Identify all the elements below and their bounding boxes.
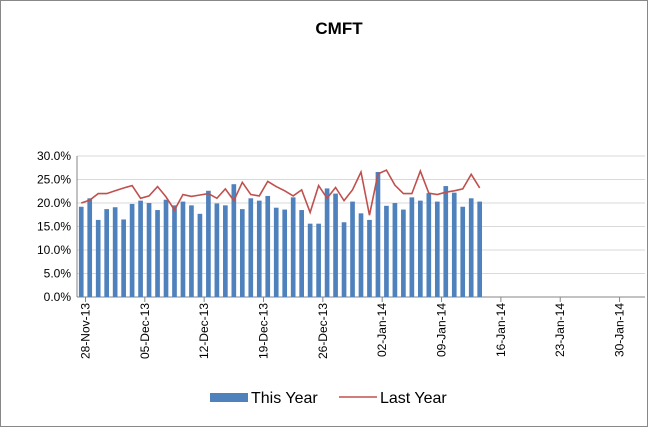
bar (138, 200, 143, 297)
y-tick-label: 30.0% (37, 149, 71, 163)
bar (112, 207, 118, 297)
bar (401, 209, 406, 297)
x-tick-label: 02-Jan-14 (375, 303, 389, 357)
bar (384, 205, 389, 297)
y-tick-label: 15.0% (37, 220, 71, 234)
x-tick-label: 16-Jan-14 (494, 303, 508, 357)
bar (256, 200, 262, 297)
bar (206, 190, 211, 297)
bar (324, 188, 330, 297)
bar (409, 197, 415, 297)
bar (282, 209, 288, 297)
bar (214, 203, 220, 297)
bar (443, 186, 449, 297)
x-tick-label: 19-Dec-13 (257, 303, 271, 359)
y-tick-label: 20.0% (37, 196, 71, 210)
bar (307, 223, 313, 297)
bar (434, 201, 440, 297)
y-tick-label: 0.0% (44, 290, 72, 304)
bar (460, 206, 466, 297)
bar (299, 210, 304, 297)
bar (180, 201, 186, 297)
bar (248, 198, 254, 297)
bar (104, 209, 110, 297)
x-tick-label: 05-Dec-13 (138, 303, 152, 359)
legend-label: Last Year (380, 390, 447, 407)
legend-swatch (210, 393, 248, 402)
x-tick-label: 28-Nov-13 (78, 303, 92, 359)
bar (426, 193, 432, 297)
bar (121, 219, 126, 297)
y-tick-label: 25.0% (37, 173, 71, 187)
legend-label: This Year (251, 390, 318, 407)
bar (189, 205, 194, 297)
bar (468, 198, 474, 297)
x-tick-label: 30-Jan-14 (613, 303, 627, 357)
bar (451, 192, 457, 297)
bar (375, 171, 381, 297)
x-tick-label: 12-Dec-13 (197, 303, 211, 359)
bar (418, 200, 423, 297)
bar (477, 201, 483, 297)
bar (316, 223, 321, 297)
bar (78, 206, 84, 297)
bar (265, 195, 271, 297)
bar (172, 205, 177, 297)
bar (129, 203, 135, 297)
bar (333, 193, 338, 297)
y-tick-label: 10.0% (37, 243, 71, 257)
bar (87, 198, 93, 297)
bar (155, 210, 160, 297)
bar (197, 213, 203, 297)
bar (223, 205, 228, 297)
x-tick-label: 09-Jan-14 (435, 303, 449, 357)
bar (392, 203, 398, 297)
bar (146, 203, 152, 297)
chart-title: CMFT (315, 19, 363, 38)
bar (290, 197, 296, 297)
bar (367, 219, 372, 297)
bar (231, 184, 237, 297)
bar (239, 209, 245, 297)
bar (350, 201, 355, 297)
x-tick-label: 26-Dec-13 (316, 303, 330, 359)
y-tick-label: 5.0% (44, 267, 72, 281)
x-tick-label: 23-Jan-14 (553, 303, 567, 357)
bar (273, 207, 279, 297)
line (80, 168, 481, 216)
bar (163, 199, 169, 297)
bar (95, 219, 101, 297)
bar (358, 213, 364, 297)
bar (341, 222, 347, 297)
